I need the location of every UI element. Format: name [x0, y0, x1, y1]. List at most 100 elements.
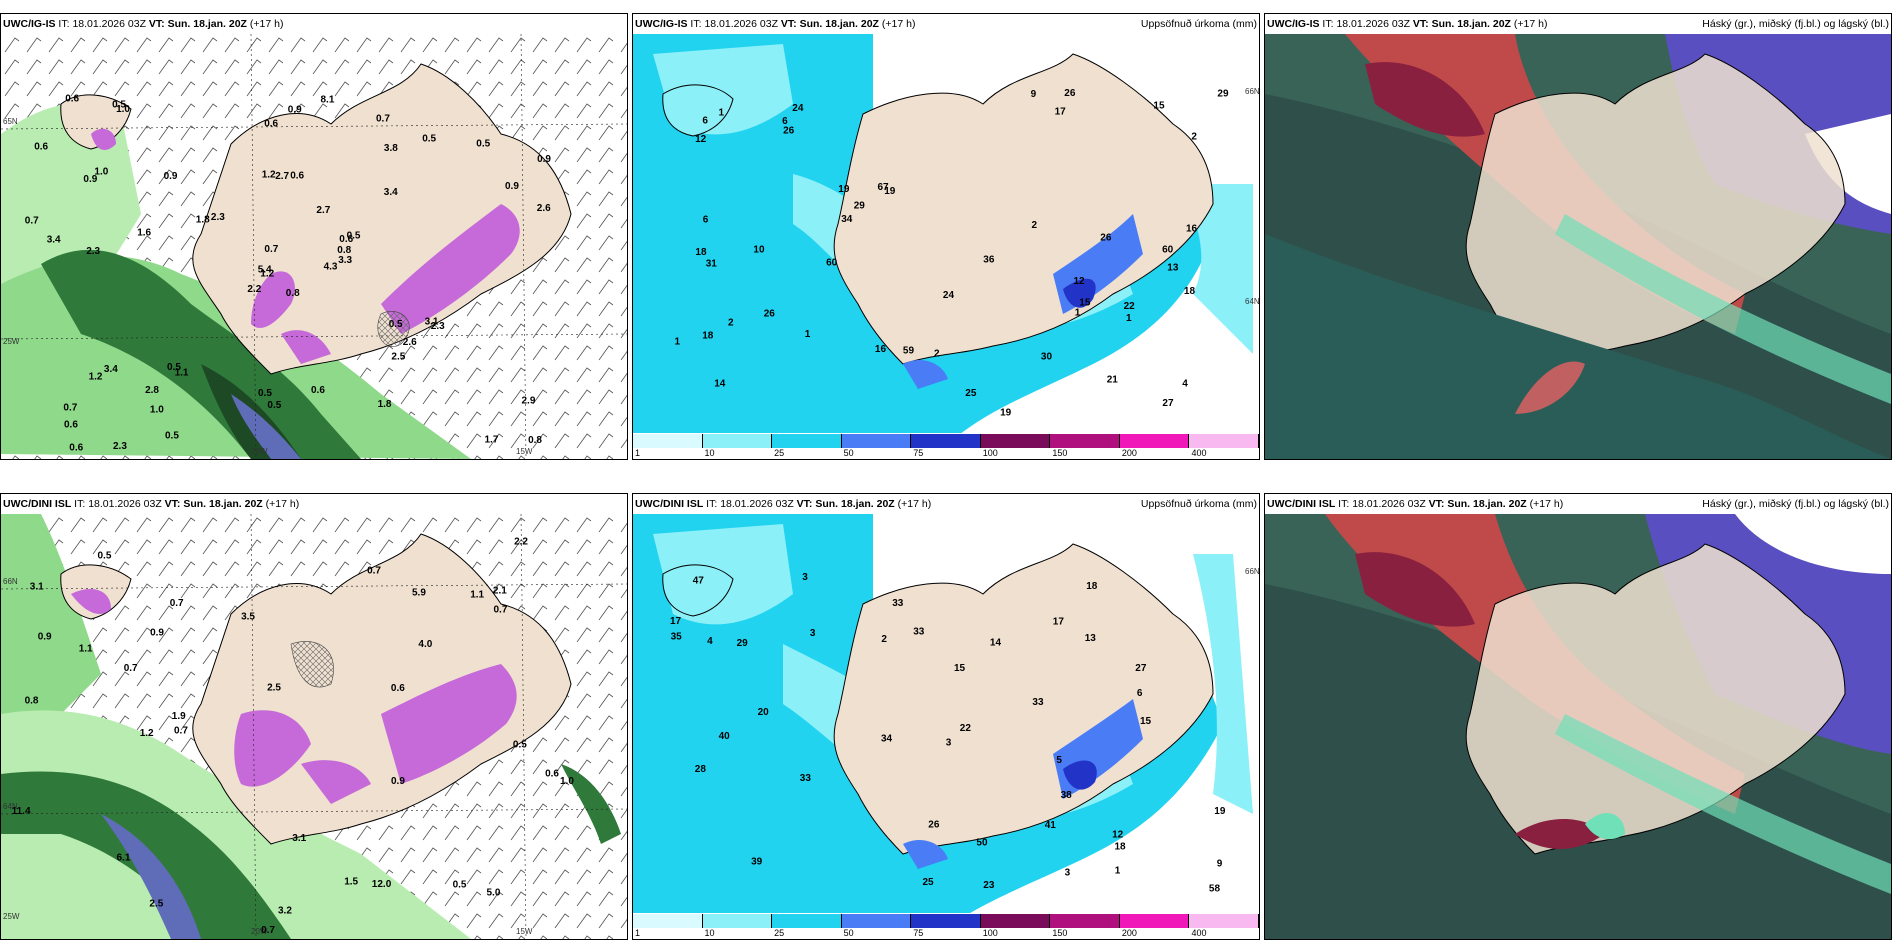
precip-value-label: 60	[826, 258, 838, 269]
precip-value-label: 1.8	[378, 399, 392, 410]
precip-labels: 0.9 0.90.63.21.10.70.90.72.11.00.60.74.06…	[12, 537, 575, 936]
precip-value-label: 2.9	[522, 396, 536, 407]
colorbar: 1 10 25 50 75 100 150 200 400	[633, 433, 1259, 459]
precip-value-label: 12.0	[372, 879, 392, 890]
precip-value-label: 1.6	[137, 228, 151, 239]
precip-value-label: 6	[703, 214, 709, 225]
precip-value-label: 0.6	[339, 234, 353, 245]
precip-value-label: 29	[737, 638, 749, 649]
precip-value-label: 0.7	[376, 114, 390, 125]
precip-value-label: 1.0	[560, 776, 574, 787]
precip-labels: 0.8 0.9 1.2 0.7 0.6 1.1 0.7 0.6 3.8 4.3 1.0 0.8 2.3 0…	[25, 94, 552, 454]
precip-value-label: 0.6	[290, 171, 304, 182]
colorbar-swatch	[1189, 434, 1259, 448]
precip-value-label: 6.1	[117, 853, 131, 864]
precip-value-label: 0.6	[264, 119, 278, 130]
precip-value-label: 0.9	[38, 631, 52, 642]
precip-value-label: 0.8	[25, 696, 39, 707]
precip-value-label: 0.7	[261, 925, 275, 936]
precip-value-label: 17	[670, 616, 682, 627]
precip-value-label: 18	[1115, 841, 1127, 852]
lon-label: 20W	[251, 927, 268, 936]
precip-value-label: 16	[1186, 224, 1198, 235]
colorbar-swatch	[772, 434, 842, 448]
precip-value-label: 2.5	[149, 898, 163, 909]
precip-value-label: 1.2	[260, 268, 274, 279]
precip-value-label: 2.3	[86, 246, 100, 257]
precip-value-label: 0.7	[63, 402, 77, 413]
precip-value-label: 19	[838, 184, 850, 195]
precip-value-label: 0.9	[150, 628, 164, 639]
colorbar-tick: 10	[704, 928, 715, 938]
map-wind-precip: 65N 25W 20W 15W 0.8 0.9 1.2 0.7 0.6 1.1 0.7 0.6…	[1, 34, 627, 459]
precip-value-label: 33	[892, 598, 904, 609]
precip-value-label: 2	[1191, 132, 1197, 143]
colorbar-tick: 10	[704, 448, 715, 458]
map-accum-precip: 12 13 14 24 19 21 18 17 19 19 12 18 6 4 16 16 24 36 67 26 29…	[633, 34, 1259, 459]
precip-labels: 1518172725332317202812145491319415038352…	[670, 572, 1226, 895]
colorbar-swatch	[1189, 914, 1259, 928]
precip-value-label: 2.5	[267, 683, 281, 694]
colorbar-tick: 100	[982, 448, 998, 458]
precip-value-label: 18	[1184, 286, 1196, 297]
panel-dini-clouds: UWC/DINI ISL IT: 18.01.2026 03Z VT: Sun.…	[1264, 493, 1892, 940]
panel-subtitle: Uppsöfnuð úrkoma (mm)	[1140, 18, 1257, 30]
precip-value-label: 2	[934, 349, 940, 360]
precip-value-label: 12	[1074, 276, 1086, 287]
precip-value-label: 1.0	[94, 167, 108, 178]
precip-value-label: 3	[802, 572, 808, 583]
precip-value-label: 4	[1182, 379, 1188, 390]
precip-value-label: 1.0	[116, 104, 130, 115]
colorbar-swatch	[911, 914, 981, 928]
precip-value-label: 8.1	[321, 95, 335, 106]
precip-value-label: 3.1	[30, 582, 44, 593]
precip-value-label: 26	[1064, 88, 1076, 99]
precip-value-label: 19	[1214, 806, 1226, 817]
colorbar-swatch	[1119, 434, 1190, 448]
precip-value-label: 30	[1041, 352, 1053, 363]
lat-label: 66N	[3, 577, 18, 586]
colorbar-tick: 150	[1052, 928, 1068, 938]
precip-value-label: 27	[1135, 663, 1147, 674]
map-wind-precip: 66N 64N 25W 20W 15W 0.9 0.9 0.6 3.2 1.1 0.7 0.…	[1, 514, 627, 939]
precip-value-label: 0.7	[174, 725, 188, 736]
precip-value-label: 25	[923, 877, 935, 888]
colorbar-swatch	[633, 434, 703, 448]
colorbar-tick: 1	[635, 928, 641, 938]
colorbar-swatch	[1050, 914, 1120, 928]
colorbar-swatch	[980, 914, 1051, 928]
precip-value-label: 2	[728, 318, 734, 329]
precip-value-label: 0.8	[337, 245, 351, 256]
precip-value-label: 14	[990, 638, 1002, 649]
precip-value-label: 3.1	[292, 833, 306, 844]
lat-label: 65N	[3, 117, 18, 126]
precip-value-label: 2.2	[514, 537, 528, 548]
precip-value-label: 26	[783, 125, 795, 136]
precip-value-label: 18	[695, 247, 707, 258]
precip-value-label: 23	[983, 880, 995, 891]
precip-value-label: 17	[1055, 107, 1067, 118]
precip-value-label: 0.5	[98, 551, 112, 562]
colorbar: 1 10 25 50 75 100 150 200 400	[633, 913, 1259, 939]
precip-value-label: 22	[1124, 301, 1136, 312]
colorbar-tick: 400	[1191, 448, 1207, 458]
precip-value-label: 33	[800, 773, 812, 784]
precip-value-label: 0.6	[545, 769, 559, 780]
colorbar-tick: 1	[635, 448, 641, 458]
precip-value-label: 40	[719, 731, 731, 742]
precip-value-label: 16	[875, 344, 887, 355]
colorbar-tick: 25	[774, 448, 785, 458]
precip-value-label: 1.5	[344, 876, 358, 887]
precip-value-label: 0.7	[124, 663, 138, 674]
precip-value-label: 3.1	[425, 317, 439, 328]
precip-value-label: 0.9	[391, 776, 405, 787]
precip-value-label: 0.7	[170, 598, 184, 609]
precip-value-label: 4	[707, 636, 713, 647]
precip-value-label: 20	[758, 707, 770, 718]
precip-value-label: 25	[965, 388, 977, 399]
precip-value-label: 1	[1126, 313, 1132, 324]
precip-value-label: 22	[960, 723, 972, 734]
precip-value-label: 15	[1153, 100, 1165, 111]
precip-value-label: 0.5	[389, 319, 403, 330]
precip-value-label: 0.8	[528, 435, 542, 446]
